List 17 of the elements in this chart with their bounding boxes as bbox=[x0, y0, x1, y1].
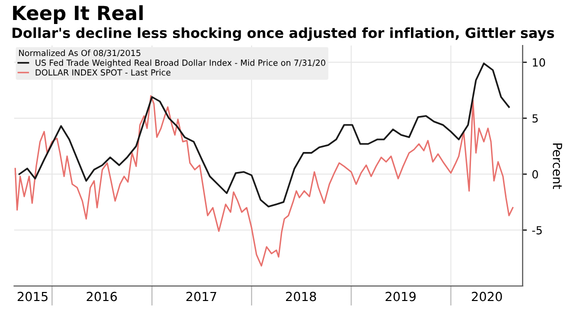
chart-subtitle: Dollar's decline less shocking once adjusted for inflation, Gittler says bbox=[12, 27, 554, 41]
chart-title: Keep It Real bbox=[13, 5, 143, 24]
x-tick-label: 2019 bbox=[386, 292, 416, 302]
x-tick-label: 2017 bbox=[186, 292, 216, 302]
legend-label: DOLLAR INDEX SPOT - Last Price bbox=[36, 69, 170, 76]
legend-title: Normalized As Of 08/31/2015 bbox=[19, 50, 140, 57]
legend-label: US Fed Trade Weighted Real Broad Dollar Index - Mid Price on 7/31/20 bbox=[36, 59, 326, 68]
y-axis-title: Percent bbox=[552, 143, 562, 189]
x-tick-label: 2020 bbox=[472, 292, 502, 302]
y-tick-label: 10 bbox=[532, 58, 546, 67]
y-tick-label: 0 bbox=[532, 170, 538, 179]
y-tick-label: 5 bbox=[532, 114, 538, 123]
x-tick-label: 2018 bbox=[286, 292, 316, 302]
y-tick-label: -5 bbox=[532, 226, 542, 234]
x-tick-label: 2015 bbox=[18, 292, 48, 302]
line-series bbox=[14, 95, 514, 267]
x-tick-label: 2016 bbox=[86, 292, 117, 302]
